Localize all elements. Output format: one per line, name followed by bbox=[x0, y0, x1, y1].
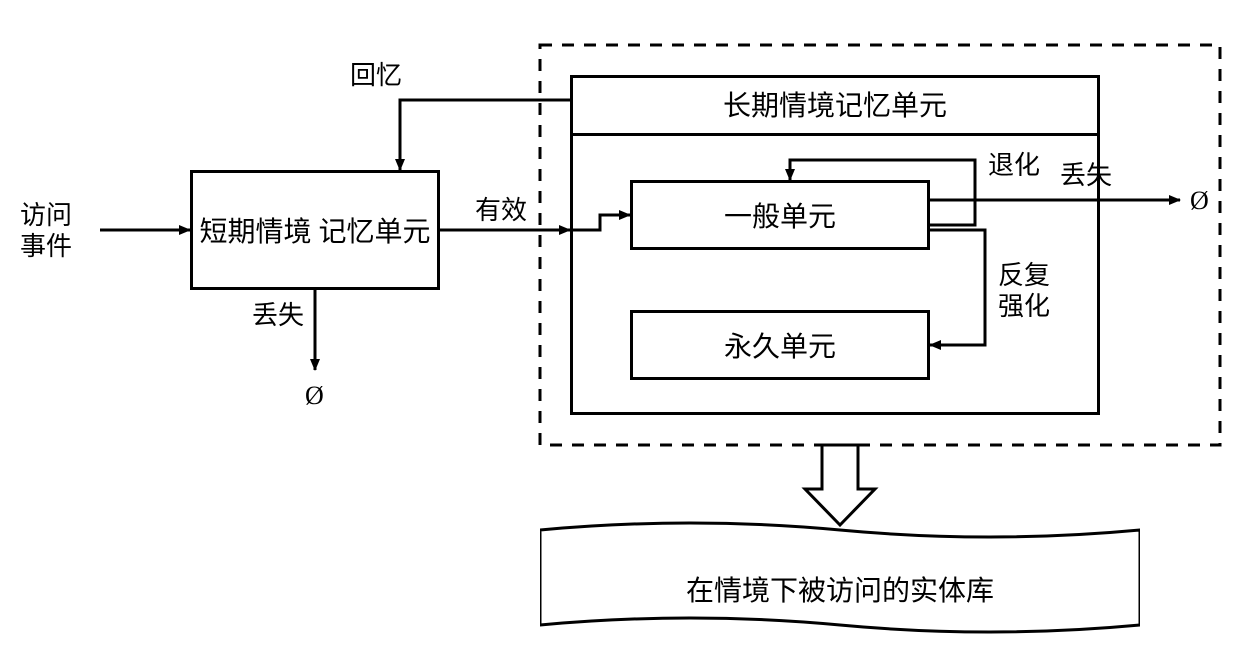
input-label: 访问 事件 bbox=[20, 200, 72, 262]
stm-label: 短期情境 记忆单元 bbox=[199, 210, 430, 250]
null-symbol: Ø bbox=[305, 380, 324, 411]
reinforce-label: 反复 强化 bbox=[998, 260, 1050, 322]
degrade-label: 退化 bbox=[988, 150, 1040, 181]
general-unit-box: 一般单元 bbox=[630, 180, 930, 250]
ltm-title: 长期情境记忆单元 bbox=[573, 78, 1097, 136]
null2-symbol: Ø bbox=[1190, 185, 1209, 216]
permanent-unit-box: 永久单元 bbox=[630, 310, 930, 380]
lost2-label: 丢失 bbox=[1060, 160, 1112, 191]
general-label: 一般单元 bbox=[724, 195, 836, 235]
db-label: 在情境下被访问的实体库 bbox=[540, 569, 1140, 609]
recall-label: 回忆 bbox=[350, 60, 402, 91]
lost-label: 丢失 bbox=[252, 300, 304, 331]
valid-label: 有效 bbox=[475, 195, 527, 226]
permanent-label: 永久单元 bbox=[724, 325, 836, 365]
db-box: 在情境下被访问的实体库 bbox=[540, 530, 1140, 625]
diagram-canvas: 短期情境 记忆单元 长期情境记忆单元 一般单元 永久单元 在情境下被访问的实体库… bbox=[0, 0, 1240, 647]
stm-box: 短期情境 记忆单元 bbox=[190, 170, 440, 290]
